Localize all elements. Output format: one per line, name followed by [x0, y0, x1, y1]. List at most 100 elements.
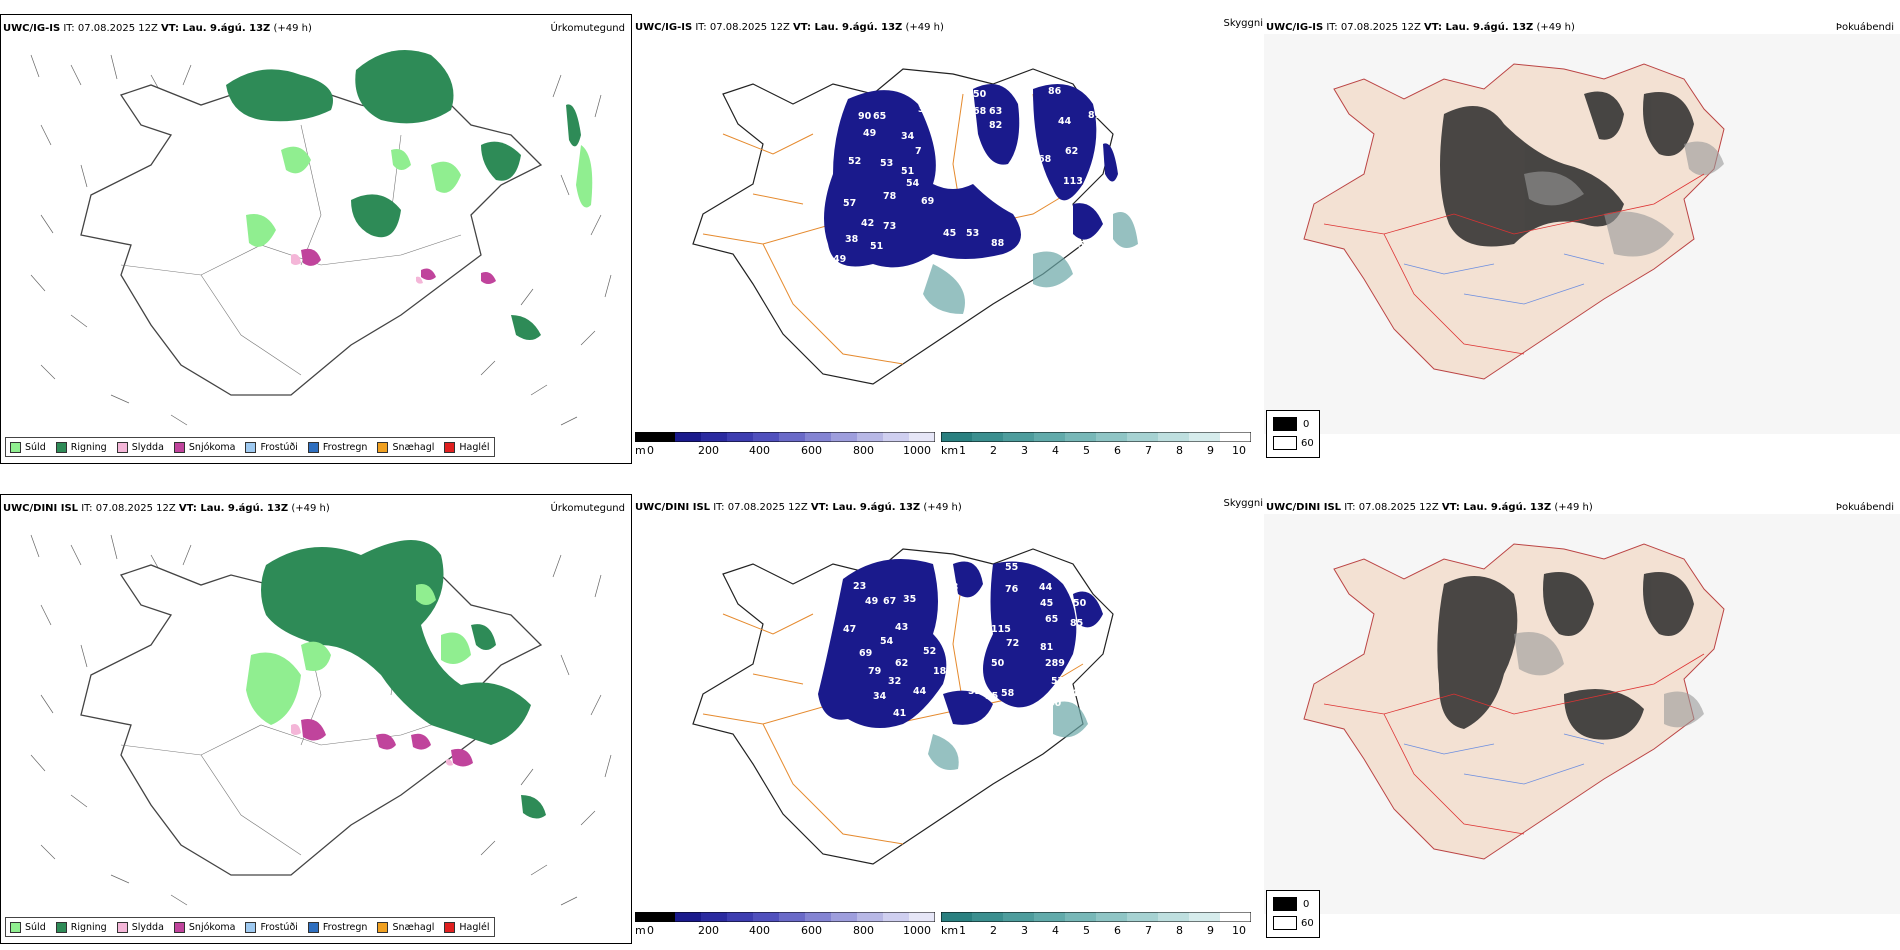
cloud-labels: 23 49 67 47 69 35 43 54 52 62 189 44 46 …	[843, 562, 1087, 719]
swatch-icon	[10, 441, 21, 453]
panel-title: UWC/DINI ISL IT: 07.08.2025 12Z VT: Lau.…	[3, 503, 330, 514]
label: 57	[1051, 676, 1064, 687]
label: 42	[861, 218, 874, 229]
precip-legend: Súld Rigning Slydda Snjókoma Frostúði Fr…	[5, 917, 495, 937]
low-cloud-areas	[824, 84, 1118, 268]
colorbar-gradient	[635, 432, 935, 442]
panel-title: UWC/IG-IS IT: 07.08.2025 12Z VT: Lau. 9.…	[635, 22, 944, 33]
snow-areas	[301, 719, 473, 767]
fog-legend: 0 60	[1266, 410, 1320, 458]
colorbar-tick: 10	[1232, 924, 1246, 937]
height-colorbar: m 0 200 400 600 800 1000	[635, 432, 935, 458]
label: 38	[945, 582, 959, 593]
label: 45	[1098, 131, 1111, 142]
colorbar-tick: 2	[990, 924, 997, 937]
colorbar-tick: 1000	[903, 444, 931, 457]
cloud-labels: 90 65 49 52 53 51 34 39 41 59 50 68 63 8…	[833, 86, 1111, 265]
label: 70	[1065, 578, 1079, 589]
rivers	[1403, 253, 1605, 305]
fog-legend: 0 60	[1266, 890, 1320, 938]
colorbar-tick: 5	[1083, 924, 1090, 937]
label: 65	[1045, 614, 1058, 625]
label: 67	[883, 596, 896, 607]
colorbar-tick: 3	[1021, 444, 1028, 457]
km-colorbar: km 1 2 3 4 5 6 7 8 9 10	[941, 912, 1251, 938]
legend-item: Haglél	[444, 921, 490, 933]
label: 50	[973, 89, 987, 100]
label: 55	[1005, 562, 1018, 573]
parameter-name: Skyggni	[1223, 498, 1263, 509]
label: 35	[903, 594, 916, 605]
legend-item: Rigning	[55, 921, 107, 933]
colorbar-tick: 1	[959, 924, 966, 937]
label: 47	[843, 624, 856, 635]
swatch-icon	[307, 441, 319, 453]
precip-legend: Súld Rigning Slydda Snjókoma Frostúði Fr…	[5, 437, 495, 457]
label: 62	[895, 658, 908, 669]
roads	[120, 604, 462, 856]
colorbar-unit: m	[635, 444, 646, 457]
label: 52	[923, 646, 936, 657]
colorbar-tick: 800	[853, 444, 874, 457]
high-cloud-areas	[928, 701, 1088, 770]
label: 115	[991, 624, 1011, 635]
sleet-areas	[291, 254, 423, 284]
label: 90	[858, 111, 872, 122]
swatch-icon	[1273, 436, 1297, 450]
fog-mid-areas	[1524, 141, 1724, 257]
legend-item: Slydda	[116, 441, 164, 453]
swatch-icon	[173, 441, 185, 453]
fog-map-canvas	[1264, 34, 1900, 434]
legend-item: Haglél	[444, 441, 490, 453]
label: 46	[938, 562, 952, 573]
legend-item: Súld	[10, 441, 46, 453]
label: 82	[989, 120, 1002, 131]
panel-title: UWC/DINI ISL IT: 07.08.2025 12Z VT: Lau.…	[635, 502, 962, 513]
roads	[1323, 173, 1705, 355]
label: 289	[1045, 658, 1065, 669]
km-colorbar: km 1 2 3 4 5 6 7 8 9 10	[941, 432, 1251, 458]
colorbar-tick: 2	[990, 444, 997, 457]
legend-item: Frostúði	[245, 441, 298, 453]
label: 54	[906, 178, 920, 189]
colorbar-gradient	[635, 912, 935, 922]
fog-map-canvas	[1264, 514, 1900, 914]
label: 54	[880, 636, 894, 647]
label: 53	[966, 228, 979, 239]
low-cloud-areas	[818, 559, 1103, 728]
label: 87	[1088, 110, 1101, 121]
label: 23	[853, 581, 866, 592]
label: 41	[893, 708, 906, 719]
precip-type-map-row2: UWC/DINI ISL IT: 07.08.2025 12Z VT: Lau.…	[0, 494, 632, 944]
swatch-icon	[10, 921, 21, 933]
panel-title: UWC/DINI ISL IT: 07.08.2025 12Z VT: Lau.…	[1266, 502, 1593, 513]
swatch-icon	[307, 921, 319, 933]
label: 113	[1063, 176, 1083, 187]
legend-item: Súld	[10, 921, 46, 933]
drizzle-areas	[246, 145, 593, 247]
colorbar-tick: 600	[801, 444, 822, 457]
precip-map-canvas	[30, 534, 612, 906]
precip-type-map-row1: UWC/IG-IS IT: 07.08.2025 12Z VT: Lau. 9.…	[0, 14, 632, 464]
label: 68	[973, 106, 987, 117]
swatch-icon	[245, 441, 257, 453]
rivers	[1403, 733, 1605, 785]
cloud-map-row2: 23 49 67 47 69 35 43 54 52 62 189 44 46 …	[633, 494, 1263, 944]
colorbar-tick: 600	[801, 924, 822, 937]
legend-item: Frostregn	[307, 921, 367, 933]
cloud-map-canvas: 23 49 67 47 69 35 43 54 52 62 189 44 46 …	[692, 548, 1114, 865]
fog-dark-areas	[1437, 572, 1694, 740]
colorbar-tick: 8	[1176, 444, 1183, 457]
roads	[1323, 653, 1705, 835]
colorbar-tick: 200	[698, 924, 719, 937]
drizzle-areas	[246, 584, 471, 725]
label: 48	[1029, 706, 1043, 717]
swatch-icon	[55, 441, 67, 453]
colorbar-tick: 800	[853, 924, 874, 937]
label: 63	[989, 106, 1002, 117]
swatch-icon	[1273, 897, 1297, 911]
swatch-icon	[245, 921, 257, 933]
label: 34	[901, 131, 915, 142]
colorbar-tick: 1	[959, 444, 966, 457]
colorbar-unit: m	[635, 924, 646, 937]
